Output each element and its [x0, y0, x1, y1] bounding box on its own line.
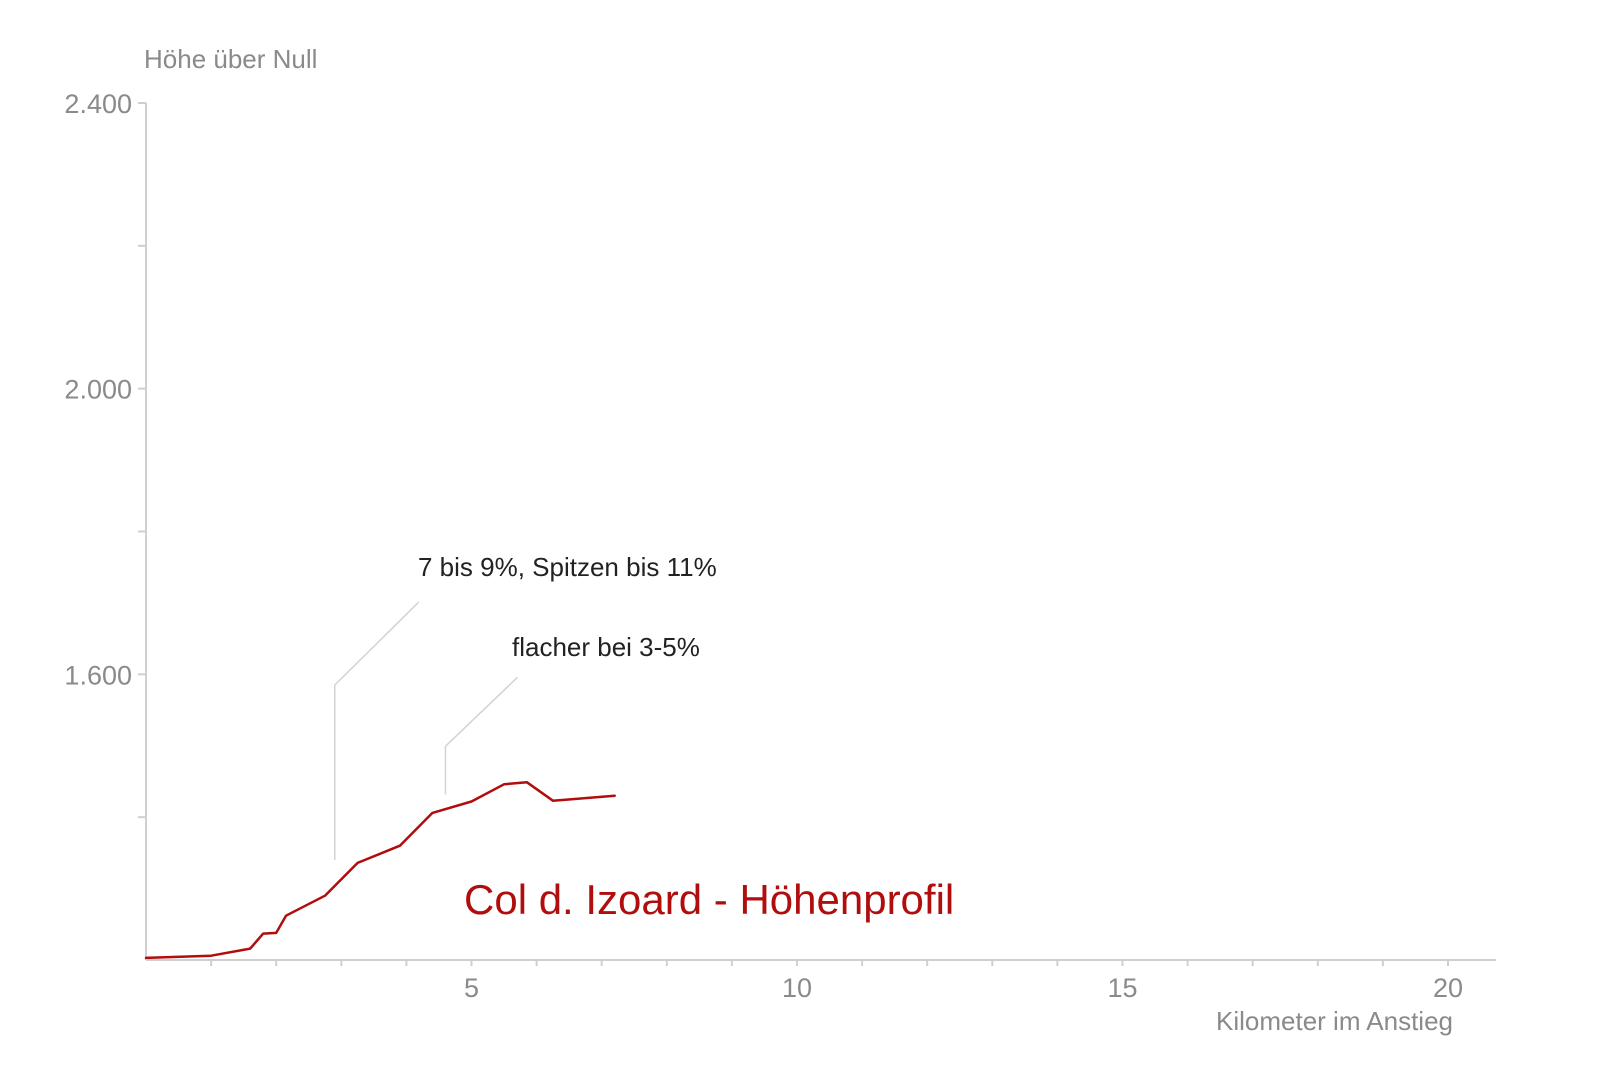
x-tick-label: 15	[1107, 973, 1137, 1003]
annotation-leader-line	[444, 676, 518, 795]
annotation-leaders	[334, 601, 518, 861]
y-tick-label: 1.600	[64, 660, 132, 690]
x-tick-label: 20	[1433, 973, 1463, 1003]
annotation-steep-section: 7 bis 9%, Spitzen bis 11%	[418, 552, 717, 582]
annotation-leader-line	[334, 601, 420, 861]
y-tick-label: 2.000	[64, 375, 132, 405]
chart-title: Col d. Izoard - Höhenprofil	[464, 876, 954, 923]
y-axis-title: Höhe über Null	[144, 44, 317, 74]
axes: 1.600 2.000 2.400 5 10 15 20	[64, 89, 1496, 1003]
series-layer	[144, 780, 616, 960]
x-tick-label: 5	[464, 973, 479, 1003]
annotation-flat-section: flacher bei 3-5%	[512, 632, 700, 662]
x-axis-title: Kilometer im Anstieg	[1216, 1006, 1453, 1036]
elevation-profile-line	[144, 780, 616, 960]
x-tick-label: 10	[782, 973, 812, 1003]
y-tick-label: 2.400	[64, 89, 132, 119]
